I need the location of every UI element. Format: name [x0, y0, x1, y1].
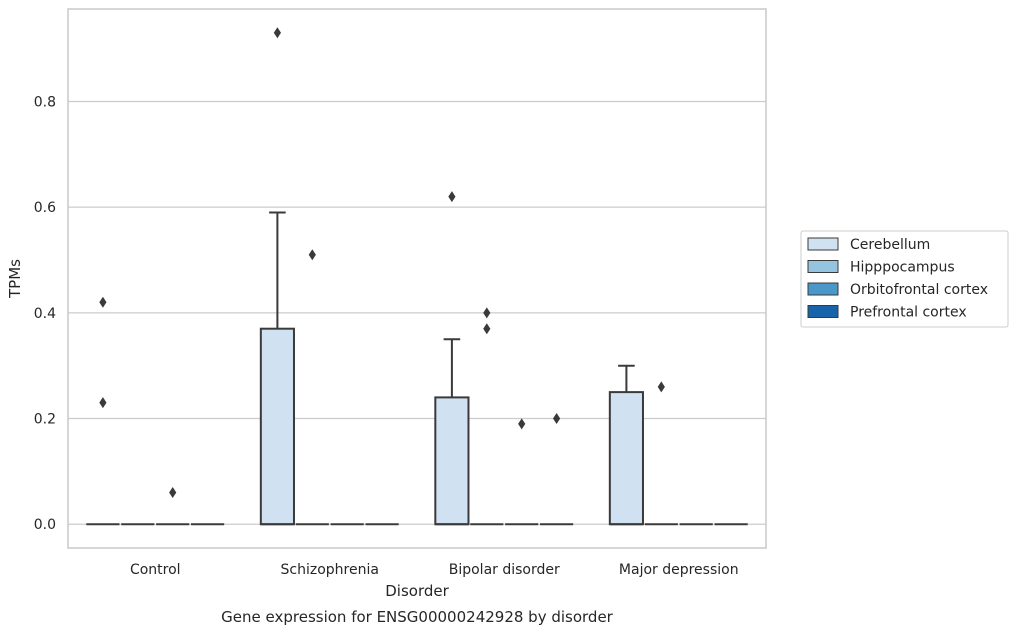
legend-swatch — [807, 282, 839, 296]
y-tick-labels: 0.0 0.2 0.4 0.6 0.8 — [34, 94, 56, 533]
outlier-point — [448, 191, 456, 203]
outlier-point — [308, 249, 316, 261]
legend-label: Cerebellum — [850, 237, 930, 253]
y-tick-label: 0.2 — [34, 412, 56, 428]
outlier-point — [99, 296, 107, 308]
x-axis-label: Disorder — [385, 582, 449, 600]
outlier-point — [99, 397, 107, 409]
legend-swatch — [807, 260, 839, 273]
y-tick-label: 0.8 — [34, 94, 56, 110]
y-tick-label: 0.4 — [34, 306, 56, 322]
legend-label: Orbitofrontal cortex — [850, 282, 988, 298]
x-tick-label: Schizophrenia — [281, 562, 379, 578]
plot-frame — [67, 8, 767, 549]
x-tick-labels: Control Schizophrenia Bipolar disorder Majo… — [130, 562, 739, 578]
legend-swatch — [807, 237, 839, 251]
outlier-point — [273, 27, 281, 39]
box — [259, 327, 295, 526]
legend-frame — [800, 230, 1009, 328]
chart-caption: Gene expression for ENSG00000242928 by d… — [221, 608, 614, 626]
outlier-point — [553, 413, 561, 425]
legend-label: Hipppocampus — [850, 260, 955, 276]
legend-label: Prefrontal cortex — [850, 305, 967, 321]
gridlines — [68, 100, 766, 525]
legend-swatch — [807, 305, 839, 318]
legend: Cerebellum Hipppocampus Orbitofrontal cort… — [800, 230, 1009, 328]
series-orbitofrontal-cortex — [156, 418, 713, 526]
y-tick-label: 0.0 — [34, 517, 56, 533]
outlier-point — [657, 381, 665, 393]
series-prefrontal-cortex — [191, 413, 748, 526]
box — [434, 396, 470, 526]
outlier-point — [169, 487, 177, 499]
x-tick-label: Major depression — [619, 562, 739, 578]
series-cerebellum — [86, 27, 644, 526]
outlier-point — [483, 307, 491, 319]
outlier-point — [483, 323, 491, 335]
x-tick-label: Control — [130, 562, 181, 578]
series-hipppocampus — [121, 249, 678, 526]
x-tick-label: Bipolar disorder — [449, 562, 560, 578]
box — [608, 391, 644, 526]
box-series — [86, 27, 748, 526]
y-axis-label: TPMs — [6, 259, 24, 299]
outlier-point — [518, 418, 526, 430]
y-tick-label: 0.6 — [34, 200, 56, 216]
